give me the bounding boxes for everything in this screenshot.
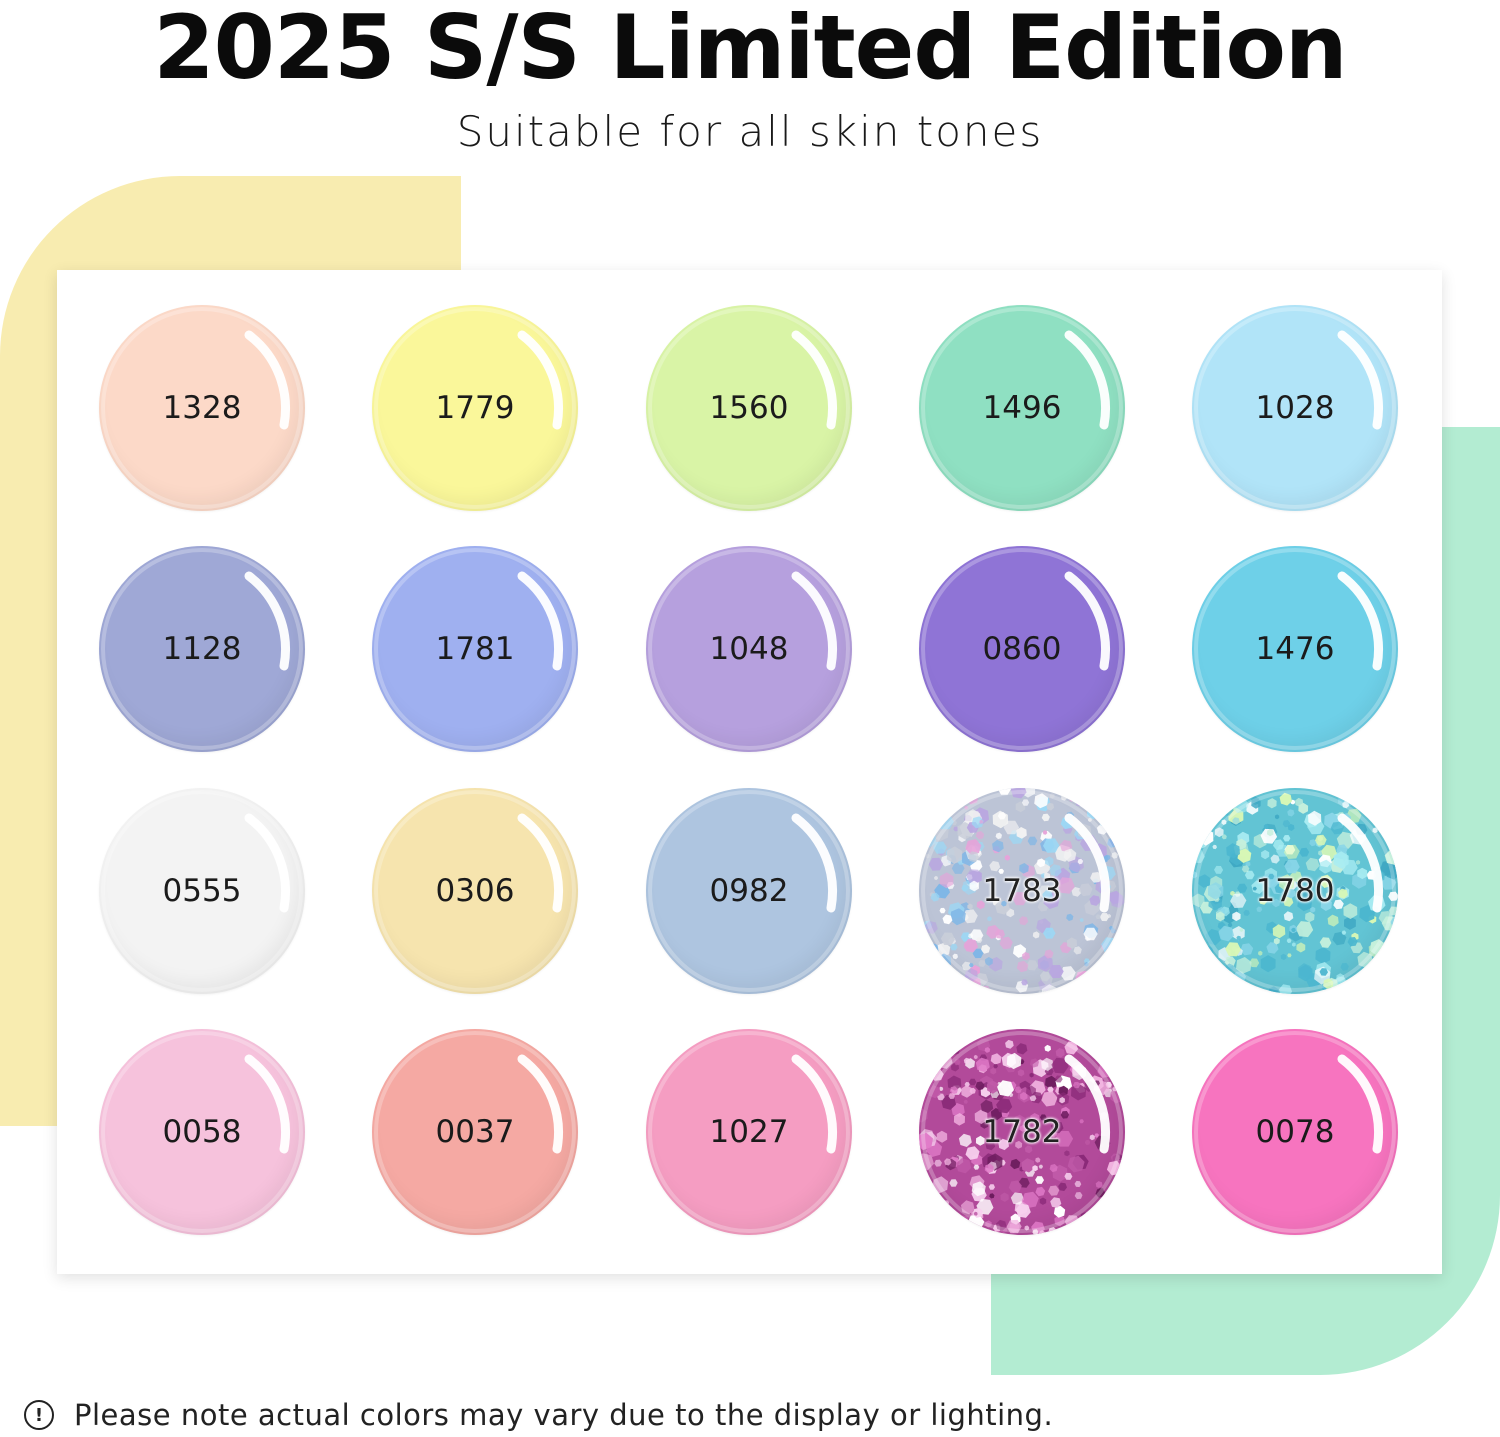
color-swatch: 1328 [99,305,305,511]
swatch-code: 1779 [435,390,515,426]
swatch-code: 1560 [709,390,789,426]
color-swatch: 0037 [372,1029,578,1235]
color-swatch: 1496 [919,305,1125,511]
color-swatch: 1028 [1192,305,1398,511]
swatch-code: 1028 [1255,390,1335,426]
color-swatch: 0982 [646,788,852,994]
swatch-code: 1027 [709,1114,789,1150]
glitter-texture [1192,788,1398,994]
swatch-code: 0555 [162,873,242,909]
color-swatch: 0860 [919,546,1125,752]
page-subtitle: Suitable for all skin tones [456,107,1044,156]
swatch-code: 1496 [982,390,1062,426]
swatch-code: 0860 [982,631,1062,667]
swatch-code: 1048 [709,631,789,667]
page-title: 2025 S/S Limited Edition [153,0,1347,99]
color-swatch: 0058 [99,1029,305,1235]
color-swatch: 1783 [919,788,1125,994]
swatch-code: 0982 [709,873,789,909]
color-swatch: 1476 [1192,546,1398,752]
color-swatch: 0306 [372,788,578,994]
swatch-code: 1782 [982,1114,1062,1150]
swatch-code: 0078 [1255,1114,1335,1150]
swatch-code: 1476 [1255,631,1335,667]
swatch-code: 1781 [435,631,515,667]
swatch-code: 0037 [435,1114,515,1150]
color-swatch: 1128 [99,546,305,752]
color-swatch: 1780 [1192,788,1398,994]
swatch-code: 1780 [1255,873,1335,909]
color-swatch: 0555 [99,788,305,994]
swatch-panel: 1328 1779 1560 1496 1028 1128 1781 1048 0860 1476… [57,270,1442,1274]
disclaimer-note: ! Please note actual colors may vary due… [24,1393,1053,1437]
disclaimer-text: Please note actual colors may vary due t… [74,1398,1054,1432]
color-swatch: 1560 [646,305,852,511]
swatch-code: 1783 [982,873,1062,909]
color-swatch: 1781 [372,546,578,752]
swatch-code: 1128 [162,631,242,667]
glitter-texture [919,1029,1125,1235]
color-swatch: 0078 [1192,1029,1398,1235]
color-swatch: 1779 [372,305,578,511]
swatch-code: 0058 [162,1114,242,1150]
color-swatch: 1027 [646,1029,852,1235]
color-swatch: 1782 [919,1029,1125,1235]
swatch-code: 1328 [162,390,242,426]
swatch-code: 0306 [435,873,515,909]
color-swatch: 1048 [646,546,852,752]
info-icon: ! [24,1400,54,1430]
